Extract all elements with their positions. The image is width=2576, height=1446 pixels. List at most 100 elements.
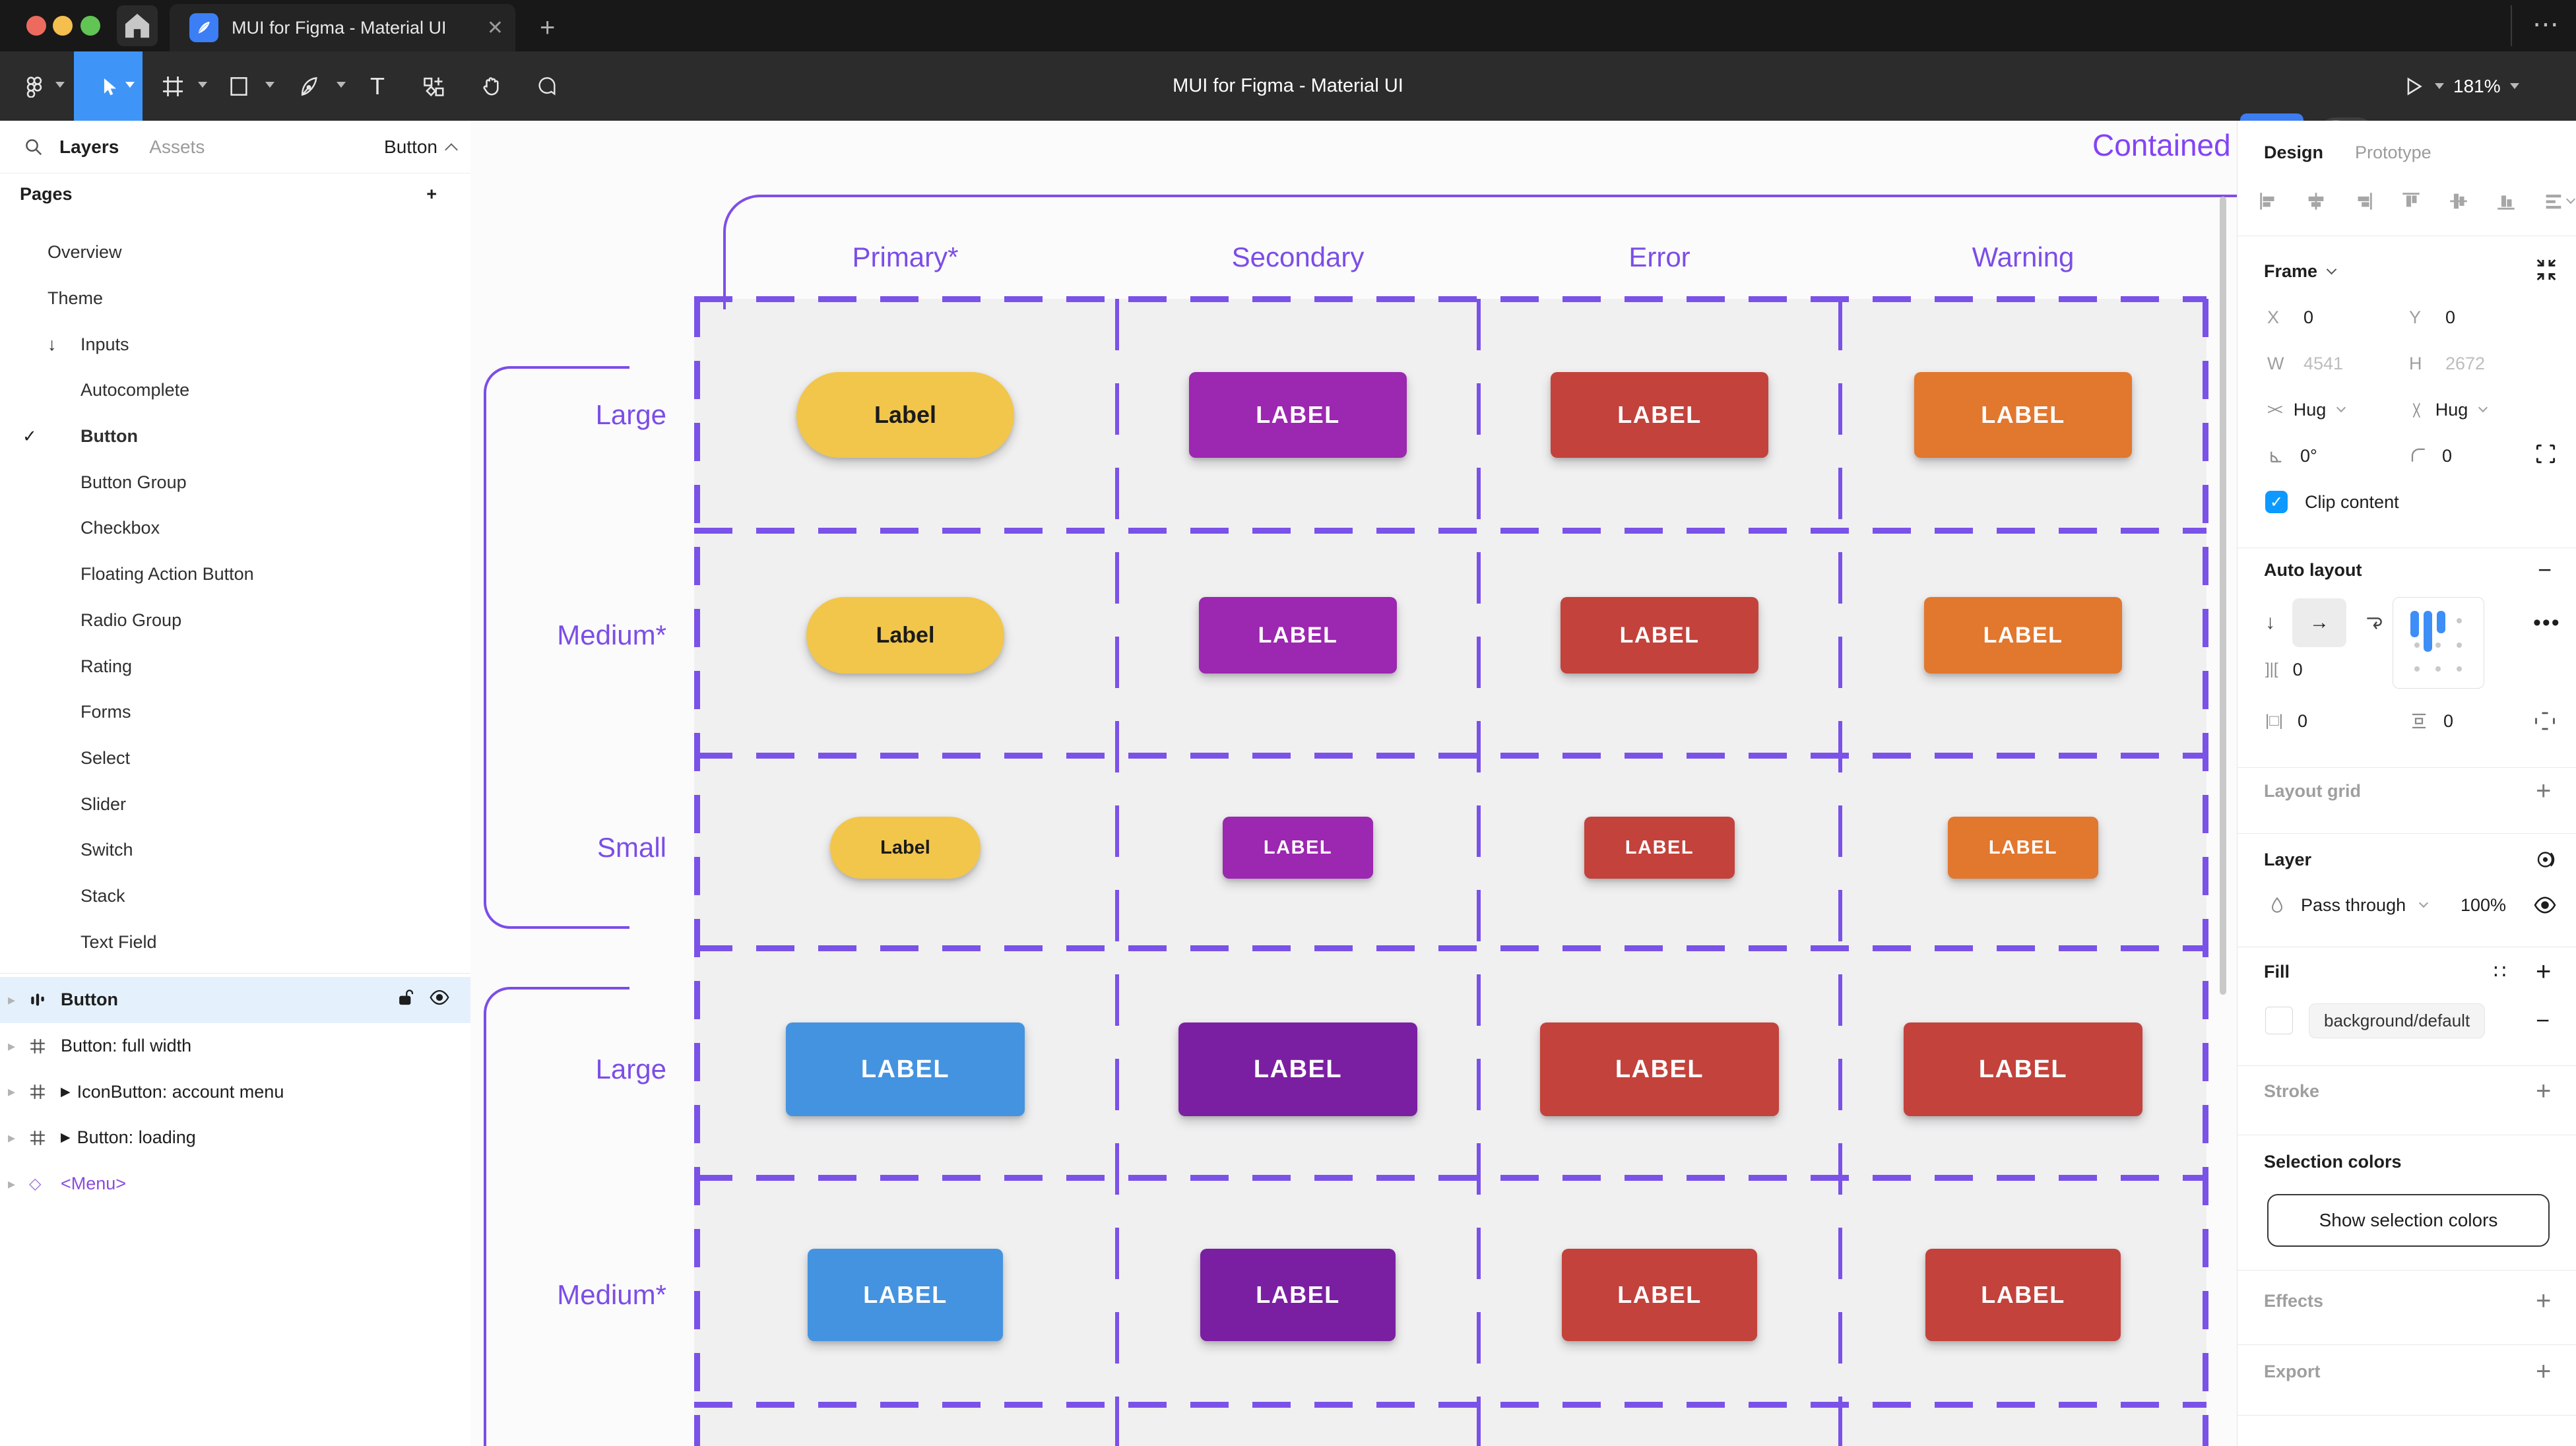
add-fill-button[interactable]: + (2536, 957, 2552, 986)
add-layout-grid-button[interactable]: + (2536, 776, 2552, 805)
move-tool-chevron-icon[interactable] (125, 82, 135, 88)
canvas[interactable]: Contained Primary* Secondary Error Warning … (470, 121, 2237, 1446)
text-tool[interactable]: T (358, 51, 397, 121)
visibility-eye-icon[interactable] (429, 987, 450, 1013)
sidebar-page-theme[interactable]: Theme (0, 276, 470, 322)
frame-section-title[interactable]: Frame (2264, 261, 2318, 281)
canvas-button-medium-primary[interactable]: Label (806, 597, 1004, 674)
canvas-button-medium-secondary[interactable]: LABEL (1199, 597, 1397, 674)
shape-tool-chevron-icon[interactable] (265, 82, 274, 88)
rotation-field[interactable]: 0° (2267, 437, 2317, 474)
layout-direction-vertical-icon[interactable]: ↓ (2265, 612, 2275, 633)
height-field[interactable]: H 2672 (2409, 345, 2485, 382)
expand-chevron-icon[interactable]: ▸ (8, 1083, 16, 1100)
fill-style-chip[interactable]: background/default (2309, 1003, 2486, 1038)
present-button[interactable] (2402, 51, 2444, 121)
blend-mode-select[interactable]: Pass through (2268, 886, 2429, 924)
layer-row--menu-[interactable]: ▸ ◇ <Menu> (0, 1161, 470, 1207)
tab-close-icon[interactable]: ✕ (486, 16, 503, 39)
row-label-medium[interactable]: Medium* (557, 1279, 666, 1310)
column-header-error[interactable]: Error (1628, 241, 1690, 272)
sidebar-page-rating[interactable]: Rating (0, 643, 470, 689)
canvas-button-large-warning[interactable]: LABEL (1904, 1022, 2142, 1116)
layout-direction-horizontal-selected[interactable]: → (2292, 598, 2346, 647)
main-menu-button[interactable] (17, 51, 51, 121)
canvas-button-small-warning[interactable]: LABEL (1948, 817, 2098, 879)
sidebar-page-radio-group[interactable]: Radio Group (0, 598, 470, 644)
layer-row-button-full-width[interactable]: ▸ Button: full width (0, 1023, 470, 1069)
home-button[interactable] (117, 5, 158, 46)
canvas-button-small-error[interactable]: LABEL (1584, 817, 1735, 879)
distribute-menu[interactable] (2542, 190, 2576, 212)
canvas-button-large-primary[interactable]: Label (796, 372, 1014, 458)
sidebar-page-forms[interactable]: Forms (0, 689, 470, 736)
add-export-button[interactable]: + (2536, 1356, 2552, 1386)
y-position-field[interactable]: Y 0 (2409, 299, 2455, 336)
remove-auto-layout-button[interactable]: − (2538, 556, 2552, 583)
canvas-button-medium-error[interactable]: LABEL (1561, 597, 1758, 674)
add-page-button[interactable]: + (426, 184, 437, 204)
canvas-button-large-secondary[interactable]: LABEL (1189, 372, 1407, 458)
align-vertical-center-icon[interactable] (2447, 190, 2470, 212)
corner-radius-field[interactable]: 0 (2409, 437, 2452, 474)
sidebar-page-stack[interactable]: Stack (0, 873, 470, 920)
collapse-panel-button[interactable] (2533, 257, 2560, 283)
align-right-icon[interactable] (2352, 190, 2375, 212)
independent-corners-button[interactable] (2533, 441, 2558, 466)
column-header-secondary[interactable]: Secondary (1231, 241, 1365, 272)
canvas-scrollbar[interactable] (2220, 197, 2226, 995)
frame-tool[interactable] (153, 51, 193, 121)
row-label-large[interactable]: Large (595, 1053, 666, 1084)
vertical-padding-field[interactable]: 0 (2409, 703, 2453, 739)
auto-layout-more-button[interactable]: ••• (2533, 610, 2561, 635)
row-label-medium[interactable]: Medium* (557, 619, 666, 650)
width-field[interactable]: W 4541 (2267, 345, 2343, 382)
canvas-button-medium-error[interactable]: LABEL (1562, 1249, 1757, 1341)
tab-layers[interactable]: Layers (59, 136, 119, 157)
horizontal-padding-field[interactable]: |□| 0 (2265, 703, 2307, 739)
unlock-icon[interactable] (396, 988, 416, 1012)
sidebar-page-checkbox[interactable]: Checkbox (0, 505, 470, 551)
document-tab[interactable]: MUI for Figma - Material UI ✕ (170, 4, 515, 51)
pen-tool[interactable] (289, 51, 329, 121)
expand-chevron-icon[interactable]: ▸ (8, 1037, 16, 1054)
layer-row-iconbutton-account-menu[interactable]: ▸ ▶ IconButton: account menu (0, 1069, 470, 1115)
sidebar-page-inputs[interactable]: ↓ Inputs (0, 321, 470, 367)
remove-fill-button[interactable]: − (2536, 1007, 2550, 1034)
pen-tool-chevron-icon[interactable] (337, 82, 346, 88)
add-stroke-button[interactable]: + (2536, 1076, 2552, 1106)
fill-styles-button[interactable]: ∷ (2494, 953, 2506, 990)
traffic-light-zoom[interactable] (80, 16, 100, 36)
new-tab-button[interactable]: + (540, 13, 556, 42)
align-bottom-icon[interactable] (2495, 190, 2517, 212)
row-label-large[interactable]: Large (595, 399, 666, 430)
align-top-icon[interactable] (2400, 190, 2422, 212)
independent-padding-button[interactable] (2533, 703, 2557, 739)
fill-color-swatch[interactable] (2265, 1007, 2293, 1034)
page-selector[interactable]: Button (384, 137, 458, 158)
canvas-button-large-error[interactable]: LABEL (1551, 372, 1768, 458)
comment-tool[interactable] (528, 51, 566, 121)
resources-tool[interactable] (414, 51, 453, 121)
layer-row-button[interactable]: ▸ Button (0, 977, 470, 1023)
canvas-button-large-secondary[interactable]: LABEL (1178, 1022, 1417, 1116)
traffic-light-minimize[interactable] (53, 16, 73, 36)
search-icon[interactable] (24, 137, 44, 157)
layout-wrap-icon[interactable] (2364, 612, 2385, 633)
zoom-level-control[interactable]: 181% (2453, 51, 2519, 121)
opacity-field[interactable]: 100% (2461, 886, 2506, 924)
row-label-small[interactable]: Small (596, 832, 666, 863)
titlebar-more-icon[interactable]: ⋯ (2532, 10, 2563, 39)
add-effect-button[interactable]: + (2536, 1286, 2552, 1315)
sidebar-page-select[interactable]: Select (0, 736, 470, 782)
canvas-button-small-primary[interactable]: Label (830, 817, 981, 879)
frame-title[interactable]: Contained (2092, 128, 2231, 162)
main-menu-chevron-icon[interactable] (55, 82, 65, 88)
sidebar-page-button-group[interactable]: Button Group (0, 459, 470, 505)
expand-chevron-icon[interactable]: ▸ (8, 1175, 16, 1192)
sidebar-page-autocomplete[interactable]: Autocomplete (0, 367, 470, 414)
blend-mode-button[interactable] (2534, 841, 2558, 878)
present-chevron-icon[interactable] (2435, 83, 2444, 89)
gap-field[interactable]: ]|[ 0 (2265, 651, 2303, 688)
x-position-field[interactable]: X 0 (2267, 299, 2313, 336)
